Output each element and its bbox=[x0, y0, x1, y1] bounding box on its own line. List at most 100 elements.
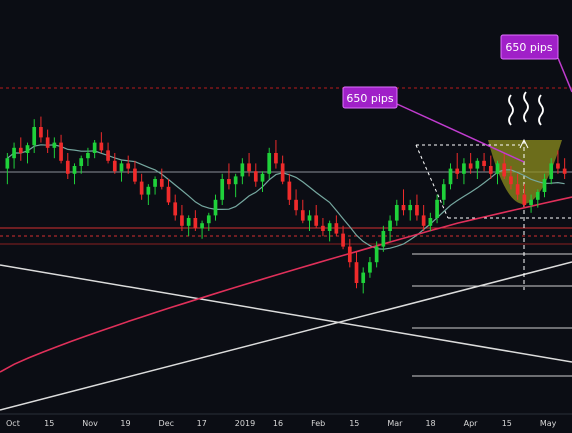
candle-body bbox=[139, 181, 144, 195]
ascending-trendline bbox=[0, 261, 572, 411]
cup-pattern-shading bbox=[488, 140, 562, 204]
candle-body bbox=[112, 160, 117, 172]
x-tick-label: 16 bbox=[273, 419, 283, 428]
x-tick-label: 19 bbox=[120, 419, 130, 428]
candle-body bbox=[65, 160, 70, 174]
moving-average-slow-line bbox=[0, 196, 572, 373]
candle-body bbox=[247, 163, 251, 172]
projection-arrow-icon bbox=[519, 138, 529, 149]
candle-body bbox=[361, 272, 366, 283]
candle-body bbox=[556, 163, 560, 169]
callout-upper-box bbox=[500, 34, 559, 60]
x-tick-label: Apr bbox=[464, 419, 479, 428]
candle-body bbox=[549, 163, 554, 179]
candle-body bbox=[300, 210, 305, 221]
candle-body bbox=[227, 179, 231, 185]
candle-body bbox=[18, 147, 23, 153]
candle-body bbox=[341, 233, 345, 247]
candle-body bbox=[220, 179, 225, 200]
candle-body bbox=[542, 179, 547, 192]
candle-body bbox=[25, 145, 30, 153]
candle-body bbox=[388, 220, 392, 231]
candle-body bbox=[39, 127, 43, 138]
candle-body bbox=[52, 142, 57, 148]
candle-body bbox=[193, 218, 198, 229]
candle-body bbox=[381, 231, 386, 247]
candle-body bbox=[166, 186, 171, 203]
candle-body bbox=[159, 179, 164, 187]
candle-body bbox=[59, 142, 63, 161]
candle-body bbox=[173, 202, 178, 216]
steam-squiggle-3 bbox=[538, 94, 544, 126]
steam-squiggle-1 bbox=[508, 94, 514, 126]
candle-body bbox=[213, 199, 218, 216]
x-tick-label: May bbox=[540, 419, 557, 428]
candle-body bbox=[435, 199, 439, 218]
candle-body bbox=[233, 176, 238, 185]
callout-lower-label: 650 pips bbox=[346, 92, 394, 105]
candle-body bbox=[502, 163, 507, 177]
candle-body bbox=[462, 163, 466, 174]
candle-body bbox=[260, 173, 265, 182]
trend-lines bbox=[0, 261, 572, 411]
candle-body bbox=[354, 262, 359, 283]
candle-body bbox=[307, 215, 312, 221]
candle-body bbox=[200, 223, 204, 229]
candle-body bbox=[421, 215, 426, 226]
candle-body bbox=[79, 158, 84, 166]
callout-upper-label: 650 pips bbox=[505, 41, 553, 54]
candle-body bbox=[119, 163, 124, 172]
callout-lower: 650 pips bbox=[342, 86, 525, 163]
candle-body bbox=[253, 171, 258, 182]
candle-body bbox=[287, 181, 292, 200]
x-tick-label: 18 bbox=[425, 419, 435, 428]
candle-body bbox=[455, 168, 460, 174]
candlestick-series bbox=[5, 116, 567, 294]
candle-body bbox=[374, 246, 379, 263]
candle-body bbox=[428, 218, 433, 226]
candle-body bbox=[314, 215, 319, 226]
x-tick-label: Oct bbox=[6, 419, 20, 428]
candle-body bbox=[92, 142, 97, 153]
candle-body bbox=[267, 153, 272, 174]
x-tick-label: Mar bbox=[387, 419, 403, 428]
candle-body bbox=[468, 163, 473, 169]
x-tick-label: 17 bbox=[197, 419, 207, 428]
x-tick-label: Feb bbox=[311, 419, 325, 428]
candle-body bbox=[12, 147, 16, 159]
candle-body bbox=[86, 153, 90, 159]
x-tick-label: 15 bbox=[349, 419, 359, 428]
moving-average-fast-line bbox=[7, 144, 565, 250]
callout-lower-pointer bbox=[396, 103, 525, 163]
candle-body bbox=[32, 127, 37, 146]
candle-body bbox=[186, 218, 191, 226]
candle-body bbox=[394, 205, 399, 221]
candle-body bbox=[401, 205, 406, 211]
candle-body bbox=[321, 225, 325, 231]
steam-squiggle-2 bbox=[523, 91, 529, 123]
candle-body bbox=[488, 166, 493, 174]
candle-body bbox=[206, 215, 211, 224]
candle-body bbox=[240, 163, 245, 177]
x-tick-label: 15 bbox=[502, 419, 512, 428]
candle-body bbox=[522, 194, 527, 205]
x-tick-label: Dec bbox=[159, 419, 174, 428]
x-tick-label: Nov bbox=[82, 419, 98, 428]
candle-body bbox=[45, 137, 50, 148]
candle-body bbox=[482, 160, 486, 166]
candle-body bbox=[99, 142, 104, 151]
x-tick-label: 15 bbox=[44, 419, 54, 428]
candle-body bbox=[408, 205, 413, 211]
candle-body bbox=[515, 184, 520, 195]
candle-body bbox=[280, 163, 285, 182]
candle-body bbox=[334, 223, 339, 234]
candle-body bbox=[294, 199, 298, 211]
candle-body bbox=[562, 168, 567, 174]
candle-body bbox=[274, 153, 278, 164]
candle-body bbox=[126, 163, 131, 169]
candle-body bbox=[441, 184, 446, 200]
candle-body bbox=[327, 223, 332, 231]
candle-body bbox=[475, 160, 480, 169]
